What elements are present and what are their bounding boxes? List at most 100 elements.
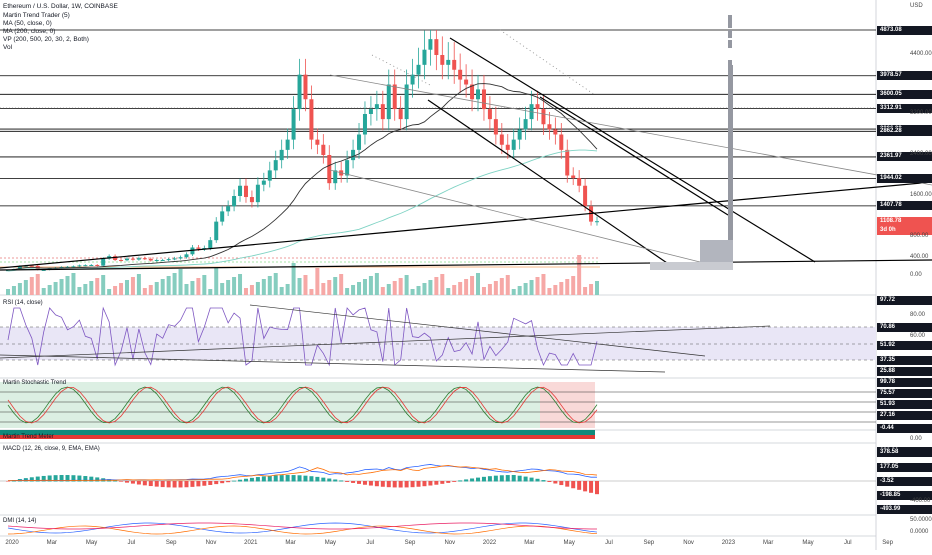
volume-bar bbox=[339, 274, 344, 295]
macd-histogram-bar bbox=[333, 479, 338, 482]
legend-symbol[interactable]: Ethereum / U.S. Dollar, 1W, COINBASE bbox=[3, 3, 118, 10]
volume-profile-bar bbox=[728, 30, 732, 38]
price-tag[interactable]: 2361.97 bbox=[877, 152, 932, 162]
volume-bar bbox=[374, 273, 379, 295]
macd-histogram-bar bbox=[232, 480, 237, 482]
candle-body bbox=[404, 84, 409, 120]
volume-bar bbox=[71, 273, 76, 295]
volume-bar bbox=[434, 277, 439, 295]
dmi-label[interactable]: DMI (14, 14) bbox=[3, 518, 37, 524]
macd-histogram-bar bbox=[267, 475, 272, 482]
rsi-line bbox=[7, 306, 598, 367]
volume-bar bbox=[11, 286, 16, 295]
legend-ma200[interactable]: MA (200, close, 0) bbox=[3, 28, 56, 35]
volume-bar bbox=[172, 273, 177, 295]
macd-histogram-bar bbox=[65, 475, 70, 482]
rsi-tag[interactable]: 70.86 bbox=[877, 322, 932, 332]
candle-body bbox=[190, 247, 195, 255]
candle-body bbox=[517, 129, 522, 140]
stoch-tag[interactable]: 51.93 bbox=[877, 399, 932, 409]
macd-histogram-bar bbox=[273, 475, 278, 482]
legend-vol[interactable]: Vol bbox=[3, 44, 13, 51]
macd-histogram-bar bbox=[529, 477, 534, 482]
price-tag[interactable]: 3600.05 bbox=[877, 89, 932, 99]
macd-histogram-bar bbox=[511, 475, 516, 482]
macd-histogram-bar bbox=[130, 481, 135, 484]
candle-body bbox=[202, 248, 207, 250]
macd-tag[interactable]: -198.85 bbox=[877, 491, 932, 501]
legend-ma50[interactable]: MA (50, close, 0) bbox=[3, 20, 52, 27]
stoch-d-line bbox=[7, 386, 598, 424]
macd-tag[interactable]: -493.99 bbox=[877, 504, 932, 514]
volume-bar bbox=[208, 289, 213, 295]
rsi-tag[interactable]: 37.35 bbox=[877, 355, 932, 365]
candle-body bbox=[65, 266, 70, 268]
volume-bar bbox=[65, 276, 70, 295]
price-tag[interactable]: 1944.02 bbox=[877, 173, 932, 183]
stoch-tag[interactable]: 75.57 bbox=[877, 388, 932, 398]
time-axis-label: Nov bbox=[683, 540, 694, 546]
candle-body bbox=[17, 266, 22, 270]
price-tag[interactable]: 1108.78 bbox=[877, 216, 932, 226]
macd-histogram-bar bbox=[249, 477, 254, 482]
volume-bar bbox=[553, 285, 558, 295]
rsi-tag[interactable]: 25.88 bbox=[877, 366, 932, 376]
candle-body bbox=[505, 144, 510, 150]
stoch-tag[interactable]: -0.44 bbox=[877, 423, 932, 433]
macd-signal-line bbox=[8, 464, 598, 482]
legend-vp[interactable]: VP (200, 500, 20, 30, 2, Both) bbox=[3, 36, 89, 43]
trendline-dotted bbox=[499, 29, 596, 96]
stoch-tag[interactable]: 27.16 bbox=[877, 411, 932, 420]
volume-bar bbox=[303, 275, 308, 295]
candle-body bbox=[160, 260, 165, 262]
candle-body bbox=[172, 258, 177, 260]
volume-bar bbox=[446, 288, 451, 295]
price-axis-label: 0.00 bbox=[910, 272, 922, 278]
macd-histogram-bar bbox=[124, 481, 129, 483]
trendline bbox=[539, 96, 729, 216]
macd-tag[interactable]: 177.05 bbox=[877, 463, 932, 473]
volume-bar bbox=[178, 269, 183, 295]
macd-tag[interactable]: 378.58 bbox=[877, 448, 932, 458]
volume-bar bbox=[41, 288, 46, 295]
volume-bar bbox=[279, 287, 284, 295]
price-tag[interactable]: 4873.08 bbox=[877, 25, 932, 35]
candle-body bbox=[136, 258, 141, 260]
stoch-label[interactable]: Martin Stochastic Trend bbox=[3, 380, 67, 386]
macd-label[interactable]: MACD (12, 26, close, 9, EMA, EMA) bbox=[3, 446, 100, 452]
trendline bbox=[329, 169, 701, 263]
price-tag[interactable]: 3312.91 bbox=[877, 103, 932, 113]
mtm-label[interactable]: Martin Trend Meter bbox=[3, 434, 54, 440]
volume-bar bbox=[321, 283, 326, 295]
volume-bar bbox=[119, 283, 124, 295]
volume-bar bbox=[422, 283, 427, 295]
volume-bar bbox=[249, 285, 254, 295]
candle-body bbox=[374, 104, 379, 110]
macd-histogram-bar bbox=[535, 478, 540, 482]
price-tag[interactable]: 2862.28 bbox=[877, 126, 932, 136]
volume-bar bbox=[517, 286, 522, 295]
trend-meter-strip bbox=[0, 430, 595, 435]
rsi-tag[interactable]: 51.92 bbox=[877, 341, 932, 351]
macd-histogram-bar bbox=[279, 475, 284, 482]
stoch-tag[interactable]: 99.78 bbox=[877, 377, 932, 387]
candle-body bbox=[428, 39, 433, 50]
rsi-label[interactable]: RSI (14, close) bbox=[3, 300, 43, 306]
price-tag[interactable]: 3978.57 bbox=[877, 71, 932, 81]
macd-tag[interactable]: -3.52 bbox=[877, 476, 932, 486]
macd-histogram-bar bbox=[83, 476, 88, 482]
volume-bar bbox=[315, 268, 320, 295]
legend-trend-trader[interactable]: Martin Trend Trader (5) bbox=[3, 12, 70, 19]
volume-bar bbox=[89, 281, 94, 295]
rsi-tag[interactable]: 97.72 bbox=[877, 296, 932, 306]
price-tag[interactable]: 1407.78 bbox=[877, 201, 932, 211]
candle-body bbox=[249, 197, 254, 203]
volume-bar bbox=[220, 283, 225, 295]
macd-histogram-bar bbox=[589, 481, 594, 493]
candle-body bbox=[357, 134, 362, 150]
volume-bar bbox=[410, 289, 415, 295]
macd-histogram-bar bbox=[351, 481, 356, 483]
trendline-dotted bbox=[371, 54, 431, 86]
volume-bar bbox=[529, 280, 534, 295]
